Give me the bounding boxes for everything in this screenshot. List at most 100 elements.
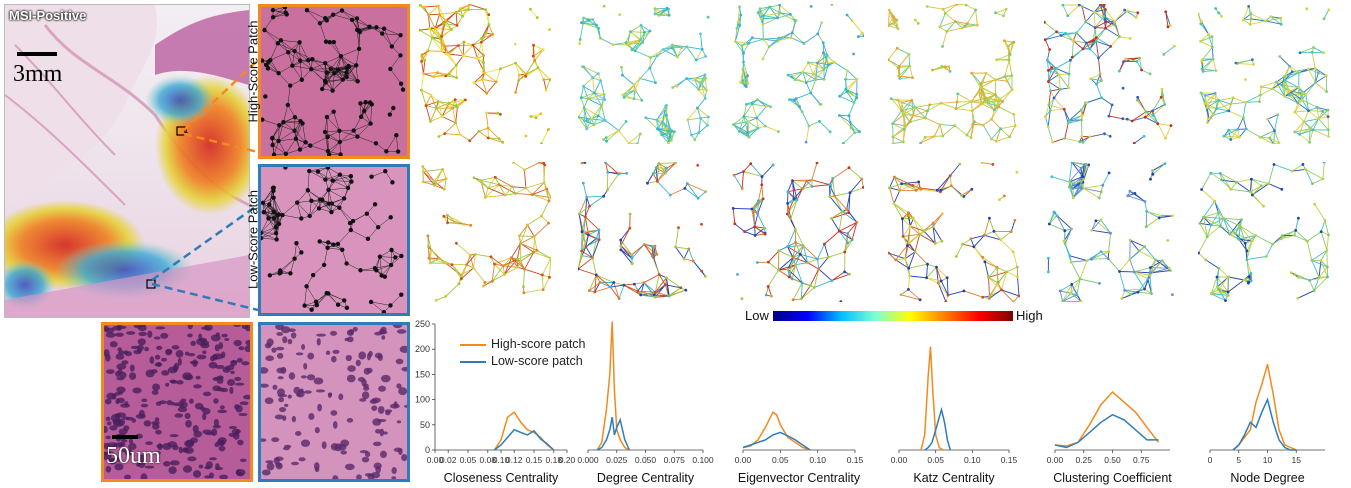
graph-edge <box>817 243 825 260</box>
graph-node <box>612 281 616 284</box>
graph-edge <box>324 131 329 152</box>
graph-edge <box>261 218 275 233</box>
graph-node <box>1199 91 1203 95</box>
graph-node <box>438 12 441 16</box>
graph-edge <box>1218 212 1221 227</box>
cell-nucleus <box>204 475 212 479</box>
graph-node <box>349 179 354 184</box>
graph-edge <box>1308 106 1318 112</box>
graph-node <box>275 212 280 218</box>
graph-node <box>786 245 789 248</box>
graph-edge <box>458 44 474 47</box>
graph-node <box>777 249 781 253</box>
graph-node <box>282 7 288 10</box>
graph-edge <box>339 136 358 143</box>
graph-edge <box>1137 100 1147 113</box>
graph-node <box>732 207 735 210</box>
graph-node <box>993 108 996 112</box>
graph-edge <box>812 62 818 75</box>
graph-edge <box>428 257 447 264</box>
graph-edge <box>1050 88 1061 92</box>
cell-nucleus <box>308 413 315 420</box>
graph-node <box>1088 47 1092 51</box>
graph-edge <box>1047 67 1053 82</box>
cell-nucleus <box>244 345 250 353</box>
graph-edge <box>309 199 321 217</box>
graph-node <box>314 302 320 308</box>
graph-node <box>455 76 458 79</box>
graph-edge <box>1065 32 1074 42</box>
graph-node <box>703 275 707 278</box>
graph-node <box>261 230 264 235</box>
graph-node <box>390 180 395 185</box>
graph-node <box>891 122 895 125</box>
graph-edge <box>1048 97 1055 106</box>
graph-edge <box>801 285 811 300</box>
graph-edge <box>1261 86 1273 90</box>
graph-node <box>919 141 922 144</box>
graph-edge <box>895 258 906 261</box>
graph-edge <box>902 233 920 237</box>
graph-edge <box>480 32 487 43</box>
graph-edge <box>581 229 600 233</box>
graph-node <box>747 42 750 45</box>
graph-node <box>753 225 757 229</box>
graph-node <box>933 242 937 245</box>
graph-node <box>1087 163 1091 167</box>
graph-edge <box>623 283 635 286</box>
graph-node <box>609 285 612 289</box>
graph-node <box>999 238 1003 242</box>
graph-node <box>454 63 458 67</box>
graph-edge <box>1081 5 1095 13</box>
graph-node <box>684 288 688 292</box>
graph-node <box>584 245 588 249</box>
detail-scale-label: 50um <box>106 443 161 469</box>
graph-node <box>1046 125 1050 129</box>
graph-edge <box>914 234 921 252</box>
graph-node <box>394 132 399 138</box>
graph-node <box>468 4 471 6</box>
graph-node <box>622 283 626 287</box>
graph-edge <box>280 40 289 53</box>
graph-edge <box>754 226 766 235</box>
graph-edge <box>908 289 921 301</box>
graph-node <box>494 80 498 84</box>
graph-node <box>683 187 687 190</box>
graph-node <box>621 73 624 77</box>
graph-edge <box>352 213 367 222</box>
graph-edge <box>995 12 1004 17</box>
graph-edge <box>656 105 667 121</box>
graph-edge <box>599 281 611 288</box>
graph-node <box>908 224 912 228</box>
graph-edge <box>1058 74 1061 90</box>
graph-edge <box>939 124 955 127</box>
graph-edge <box>511 257 525 270</box>
graph-node <box>444 295 447 298</box>
graph-node <box>1082 163 1086 167</box>
graph-edge <box>1081 6 1087 23</box>
graph-node <box>323 16 328 21</box>
graph-edge <box>503 265 518 268</box>
graph-node <box>483 281 487 284</box>
cell-nucleus <box>284 403 289 408</box>
graph-edge <box>1228 128 1238 131</box>
graph-edge <box>593 115 599 125</box>
graph-edge <box>947 290 965 296</box>
graph-edge <box>697 98 706 109</box>
graph-node <box>271 216 277 221</box>
graph-edge <box>583 66 594 78</box>
graph-node <box>1055 30 1058 34</box>
graph-node <box>763 226 766 230</box>
graph-node <box>388 215 393 220</box>
graph-edge <box>801 111 810 127</box>
graph-edge <box>743 163 752 172</box>
graph-edge <box>1129 259 1135 273</box>
graph-edge <box>272 7 286 18</box>
graph-edge <box>485 112 489 129</box>
graph-edge <box>588 19 599 29</box>
graph-edge <box>382 33 393 47</box>
graph-node <box>547 128 550 131</box>
graph-node <box>320 197 325 203</box>
graph-edge <box>313 264 325 276</box>
graph-edge <box>390 294 402 306</box>
